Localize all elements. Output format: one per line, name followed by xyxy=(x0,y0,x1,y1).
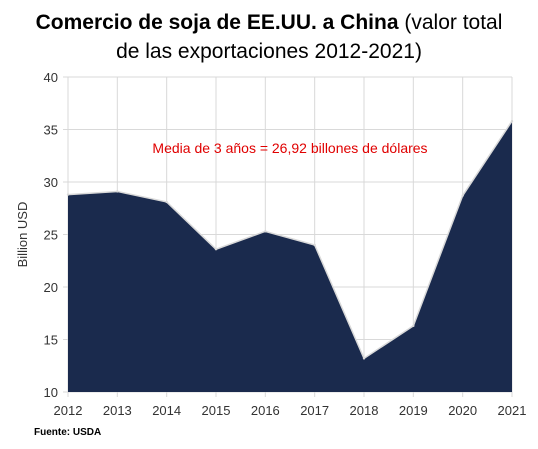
x-tick-labels: 2012 2013 2014 2015 2016 2017 2018 2019 2020 2021 xyxy=(54,403,527,418)
y-tick-labels: 10 15 20 25 30 35 40 xyxy=(44,70,58,400)
area-fill xyxy=(68,121,512,392)
chart-title: Comercio de soja de EE.UU. a China (valo… xyxy=(0,8,538,66)
y-tick-label: 15 xyxy=(44,333,58,348)
x-tick-label: 2017 xyxy=(300,403,329,418)
y-tick-label: 35 xyxy=(44,123,58,138)
x-tick-label: 2020 xyxy=(448,403,477,418)
data-point xyxy=(66,193,70,196)
data-point xyxy=(461,194,464,197)
x-tick-label: 2016 xyxy=(251,403,280,418)
data-point xyxy=(214,248,218,251)
average-annotation: Media de 3 años = 26,92 billones de dóla… xyxy=(152,140,427,156)
x-tick-label: 2021 xyxy=(498,403,527,418)
data-point xyxy=(510,119,514,123)
chart-title-bold: Comercio de soja de EE.UU. a China xyxy=(35,11,399,34)
y-tick-label: 20 xyxy=(44,280,58,295)
y-tick-label: 25 xyxy=(44,228,58,243)
x-tick-label: 2015 xyxy=(202,403,231,418)
area-layer xyxy=(66,119,514,392)
y-tick-label: 10 xyxy=(44,385,58,400)
y-axis-label: Billion USD xyxy=(15,202,30,268)
x-tick-label: 2014 xyxy=(152,403,181,418)
y-tick-label: 30 xyxy=(44,175,58,190)
x-tick-label: 2019 xyxy=(399,403,428,418)
x-tick-label: 2013 xyxy=(103,403,132,418)
source-note: Fuente: USDA xyxy=(34,427,102,438)
data-point xyxy=(313,243,316,247)
data-point xyxy=(362,357,366,360)
data-point xyxy=(165,200,168,204)
series-line xyxy=(67,120,513,360)
y-tick-label: 40 xyxy=(44,70,58,85)
data-point xyxy=(116,190,119,193)
x-tick-label: 2018 xyxy=(350,403,379,418)
chart-title-line2: de las exportaciones 2012-2021) xyxy=(116,40,422,63)
x-tick-label: 2012 xyxy=(54,403,83,418)
chart-title-rest: (valor total xyxy=(398,11,503,34)
data-point xyxy=(412,324,415,328)
data-point xyxy=(264,230,267,233)
